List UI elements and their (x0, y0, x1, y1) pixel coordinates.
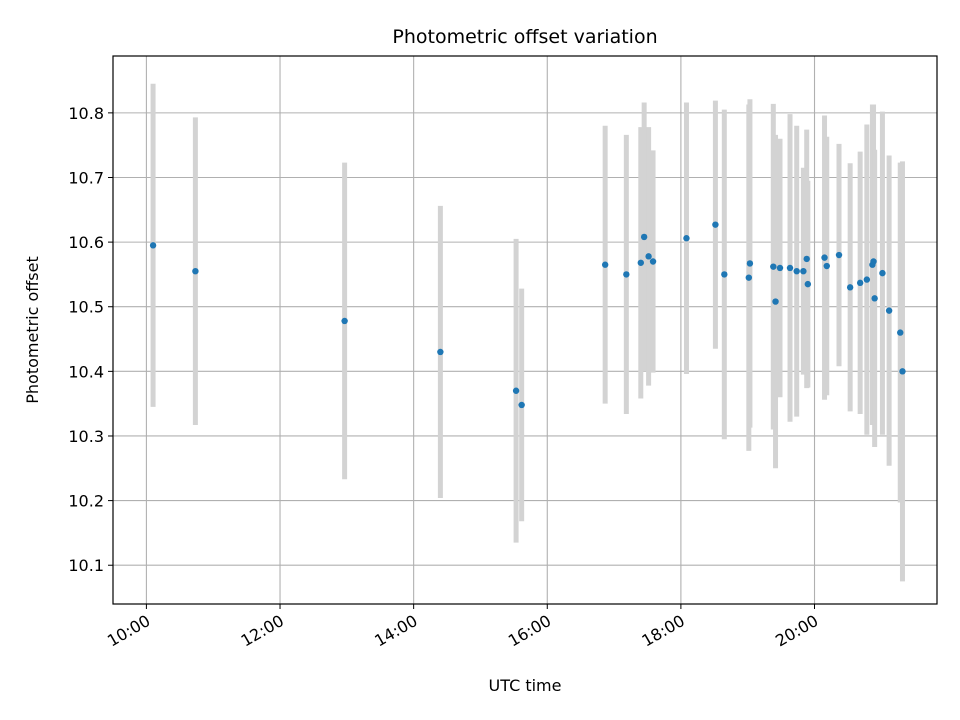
data-point (899, 368, 906, 375)
data-point (601, 261, 609, 268)
data-point (437, 348, 444, 356)
y-tick-label: 10.6 (68, 233, 104, 252)
y-tick-label: 10.5 (68, 298, 104, 317)
data-point (863, 276, 871, 283)
data-point (149, 242, 157, 249)
data-point (518, 401, 525, 409)
y-tick-label: 10.1 (68, 556, 104, 575)
data-point (786, 264, 794, 272)
data-point (623, 271, 630, 278)
data-point (856, 279, 864, 287)
data-point (800, 267, 807, 275)
data-point (871, 295, 878, 302)
data-point (776, 264, 784, 272)
data-point (870, 258, 877, 265)
data-point (804, 280, 812, 288)
data-point (721, 271, 728, 278)
data-point (683, 235, 690, 242)
grid-layer (113, 56, 937, 604)
plot-frame (112, 55, 938, 605)
data-point (637, 259, 645, 266)
data-point (745, 274, 753, 281)
data-point (649, 258, 657, 265)
data-point (879, 269, 886, 277)
data-point (341, 317, 348, 325)
data-point (897, 329, 904, 336)
data-point (746, 260, 754, 267)
data-point-layer (149, 221, 906, 409)
data-point (645, 253, 652, 260)
data-point (793, 267, 800, 275)
data-point (846, 284, 854, 291)
data-point (770, 263, 777, 270)
y-tick-label: 10.7 (68, 168, 104, 187)
data-point (772, 298, 779, 305)
data-point (192, 267, 199, 275)
y-tick-label: 10.3 (68, 427, 104, 446)
y-tick-label: 10.4 (68, 362, 104, 381)
data-point (885, 307, 893, 314)
data-point (823, 262, 830, 270)
data-point (835, 251, 843, 259)
data-point (712, 221, 719, 228)
data-point (821, 254, 828, 261)
x-axis-title: UTC time (489, 676, 562, 695)
y-axis-title: Photometric offset (23, 256, 42, 404)
data-point (640, 233, 648, 241)
y-tick-label: 10.2 (68, 492, 104, 511)
chart-title: Photometric offset variation (392, 26, 657, 48)
y-tick-label: 10.8 (68, 104, 104, 123)
data-point (512, 387, 520, 394)
data-point (803, 255, 810, 263)
